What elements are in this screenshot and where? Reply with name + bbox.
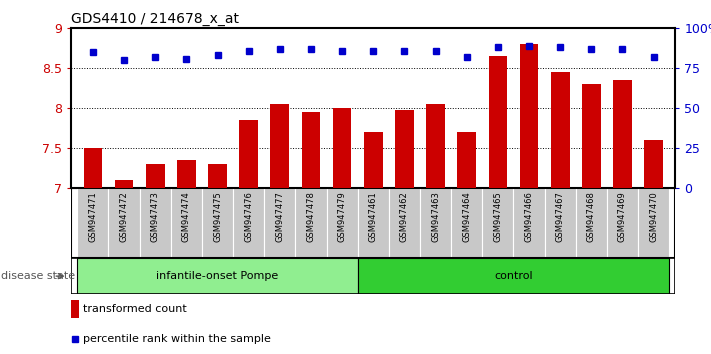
Text: GSM947472: GSM947472 — [119, 191, 129, 242]
Bar — [488, 56, 507, 188]
Text: transformed count: transformed count — [82, 304, 186, 314]
Bar — [109, 188, 139, 258]
Bar — [264, 188, 295, 258]
Bar — [77, 188, 109, 258]
Bar — [326, 188, 358, 258]
Text: percentile rank within the sample: percentile rank within the sample — [82, 334, 271, 344]
Bar — [177, 160, 196, 188]
Bar — [208, 164, 227, 188]
Bar — [358, 258, 669, 294]
Bar — [77, 258, 358, 294]
Bar — [301, 112, 321, 188]
Text: GSM947461: GSM947461 — [369, 191, 378, 242]
Bar — [457, 132, 476, 188]
Bar — [233, 188, 264, 258]
Text: GSM947474: GSM947474 — [182, 191, 191, 242]
Bar — [551, 72, 570, 188]
Bar — [240, 120, 258, 188]
Bar — [114, 180, 134, 188]
Bar — [451, 188, 482, 258]
Bar — [582, 84, 601, 188]
Text: GSM947478: GSM947478 — [306, 191, 316, 242]
Bar — [146, 164, 164, 188]
Text: GSM947463: GSM947463 — [431, 191, 440, 242]
Bar — [389, 188, 420, 258]
Bar — [607, 188, 638, 258]
Text: GSM947475: GSM947475 — [213, 191, 222, 242]
Text: GSM947464: GSM947464 — [462, 191, 471, 242]
Bar — [513, 188, 545, 258]
Text: GSM947469: GSM947469 — [618, 191, 627, 242]
Bar — [545, 188, 576, 258]
Text: GDS4410 / 214678_x_at: GDS4410 / 214678_x_at — [71, 12, 239, 26]
Text: GSM947473: GSM947473 — [151, 191, 160, 242]
Bar — [644, 140, 663, 188]
Bar — [482, 188, 513, 258]
Bar — [202, 188, 233, 258]
Bar — [638, 188, 669, 258]
FancyArrowPatch shape — [56, 274, 63, 279]
Bar — [139, 188, 171, 258]
Text: GSM947465: GSM947465 — [493, 191, 503, 242]
Text: GSM947470: GSM947470 — [649, 191, 658, 242]
Bar — [333, 108, 351, 188]
Bar — [613, 80, 632, 188]
Text: GSM947471: GSM947471 — [88, 191, 97, 242]
Bar — [426, 104, 445, 188]
Text: control: control — [494, 271, 533, 281]
Text: infantile-onset Pompe: infantile-onset Pompe — [156, 271, 279, 281]
Text: GSM947466: GSM947466 — [525, 191, 533, 242]
Bar — [270, 104, 289, 188]
Bar — [171, 188, 202, 258]
Bar — [358, 188, 389, 258]
Bar — [576, 188, 607, 258]
Text: GSM947476: GSM947476 — [244, 191, 253, 242]
Bar — [520, 44, 538, 188]
Text: disease state: disease state — [1, 271, 75, 281]
Bar — [364, 132, 383, 188]
Bar — [84, 148, 102, 188]
Bar — [71, 300, 80, 318]
Text: GSM947479: GSM947479 — [338, 191, 347, 242]
Text: GSM947477: GSM947477 — [275, 191, 284, 242]
Bar — [420, 188, 451, 258]
Text: GSM947462: GSM947462 — [400, 191, 409, 242]
Bar — [295, 188, 326, 258]
Bar — [395, 110, 414, 188]
Text: GSM947468: GSM947468 — [587, 191, 596, 242]
Text: GSM947467: GSM947467 — [556, 191, 565, 242]
